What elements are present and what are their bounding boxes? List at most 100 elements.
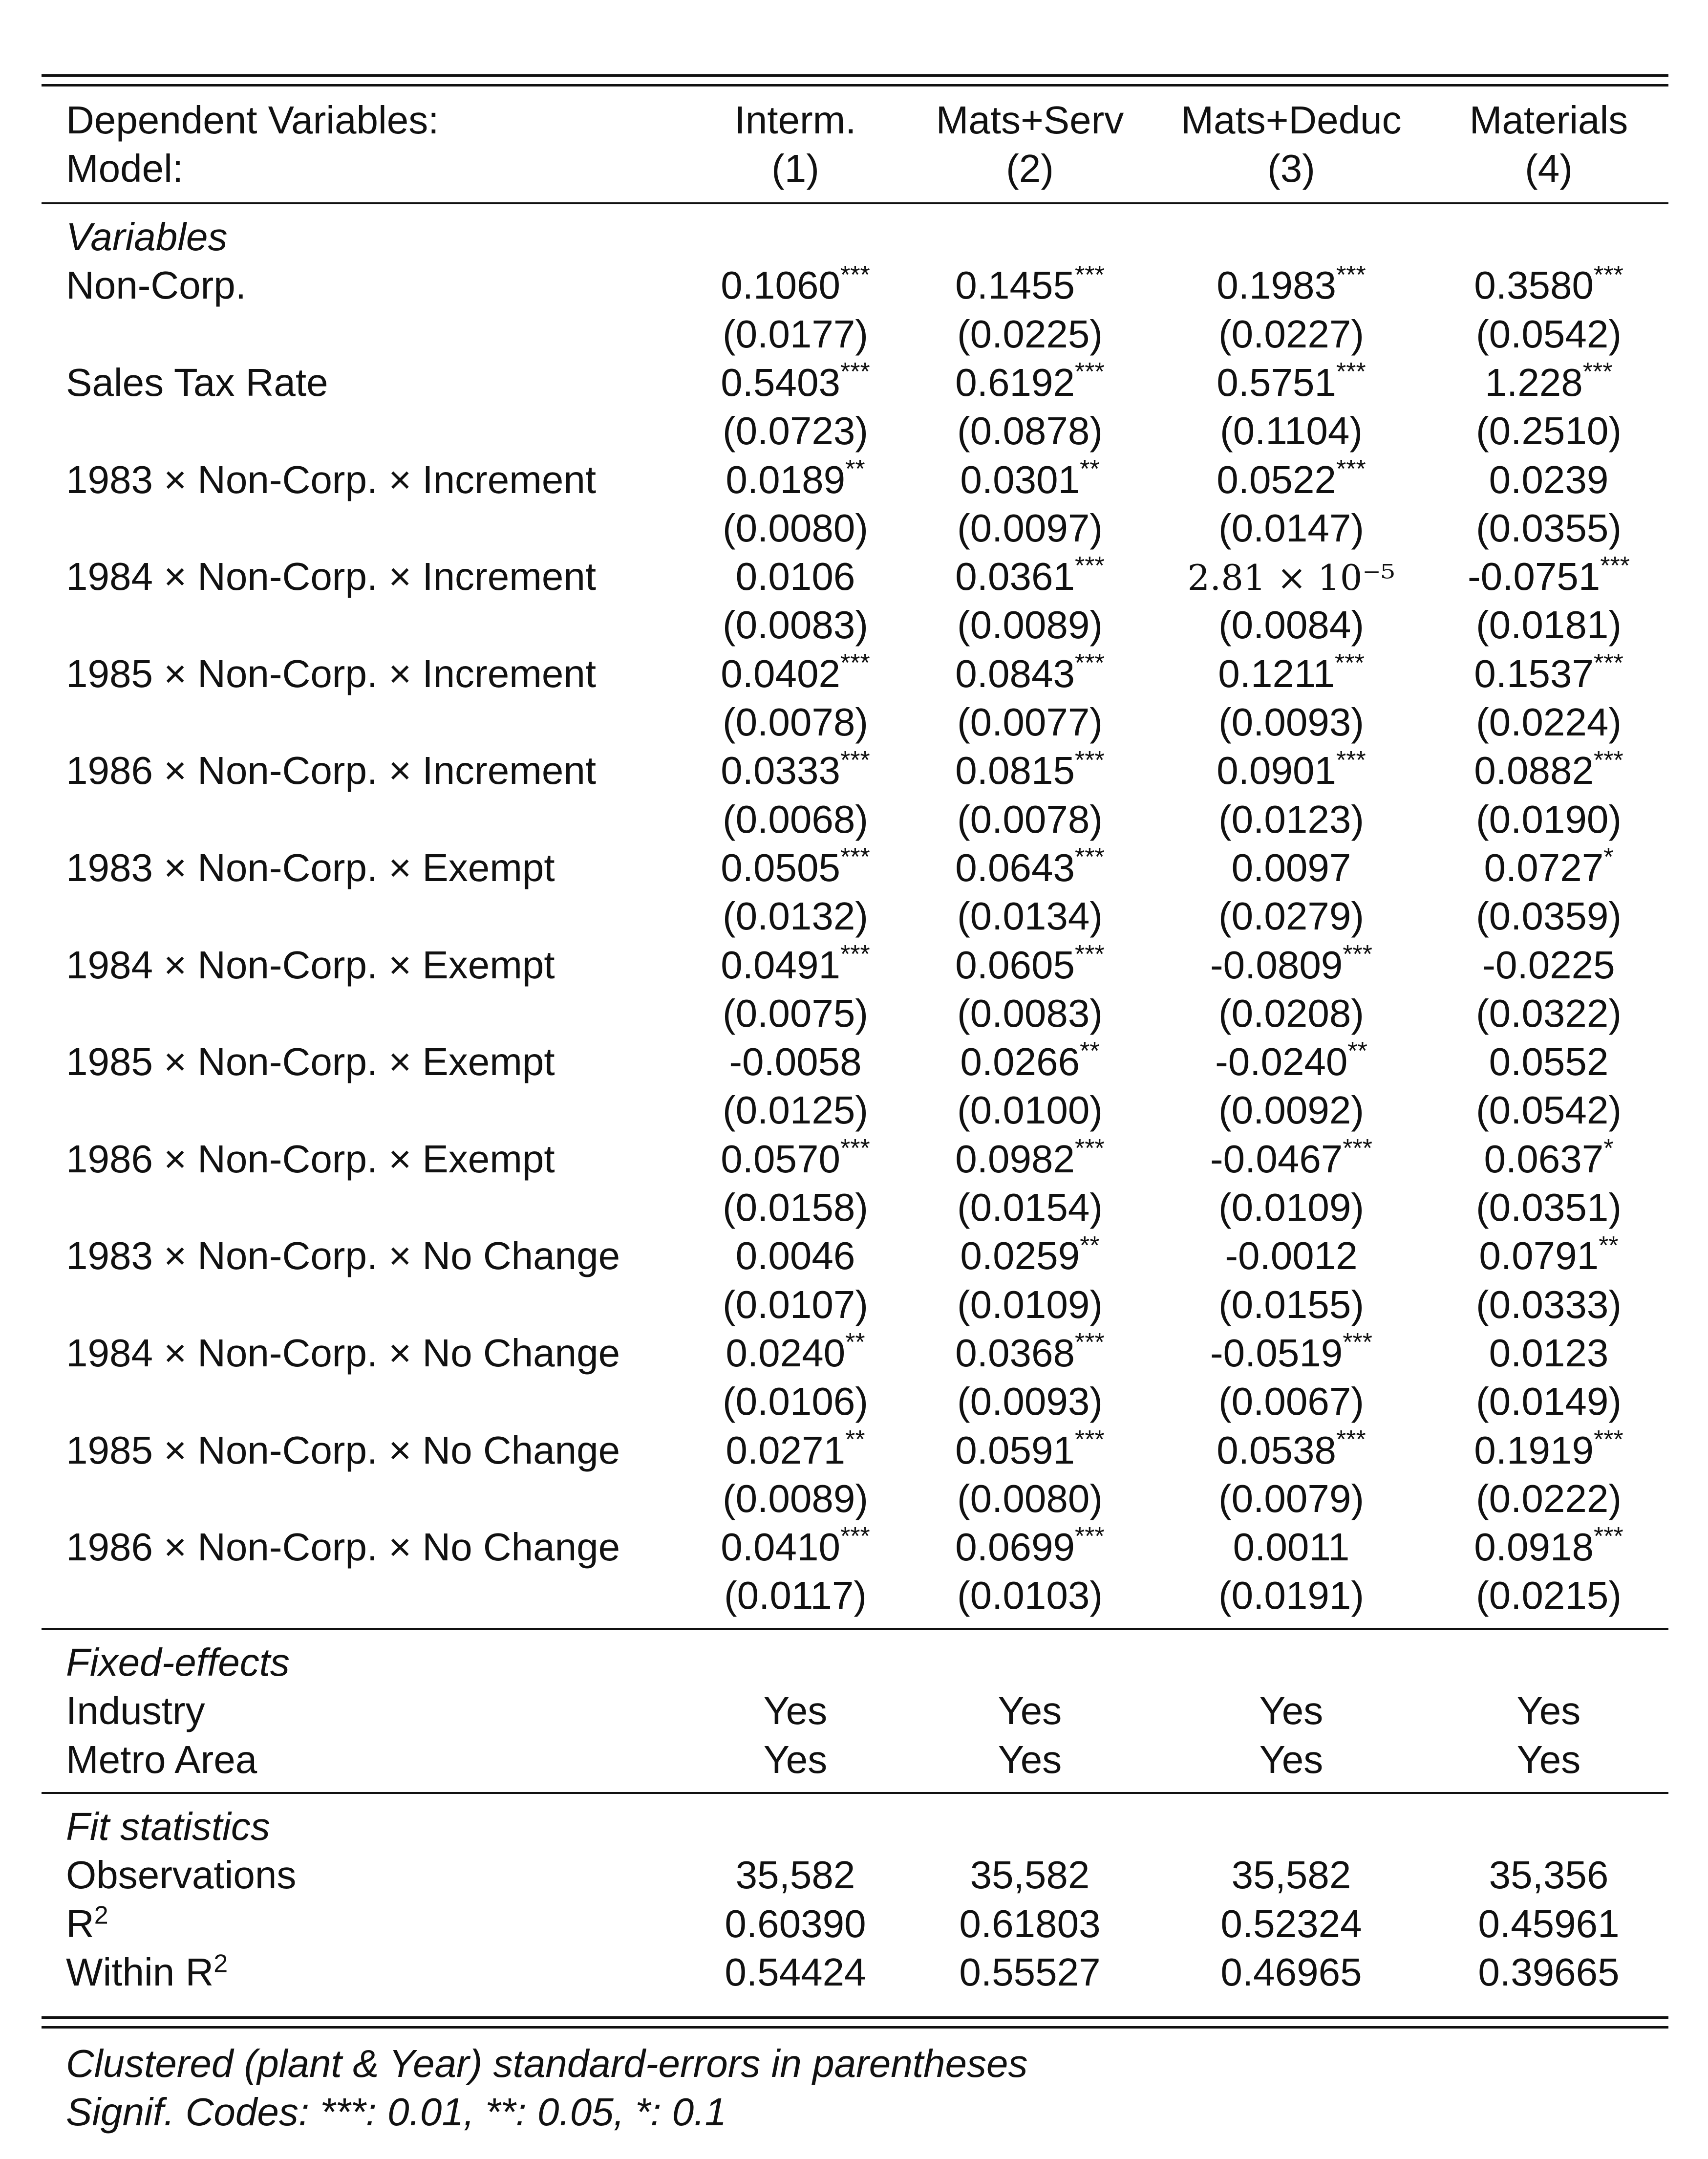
coef-value: 0.0505	[721, 845, 840, 889]
standard-error: (0.0134)	[957, 894, 1103, 938]
standard-error: (0.0155)	[1218, 1282, 1364, 1326]
variable-label: 1984 × Non-Corp. × No Change	[66, 1331, 620, 1375]
fixed-effect-value: Yes	[1259, 1737, 1324, 1781]
coef-row: 1985 × Non-Corp. × Increment 0.0402*** 0.0…	[0, 649, 1708, 698]
fit-statistic-row: Within R2 0.54424 0.55527 0.46965 0.39665	[0, 1948, 1708, 1996]
significance-stars: **	[845, 454, 865, 483]
coefficient: -0.0809***	[1169, 941, 1413, 989]
fit-statistic-label: Observations	[66, 1851, 296, 1899]
coef-value: -0.0467	[1210, 1137, 1343, 1181]
standard-error: (0.0878)	[957, 409, 1103, 453]
coefficient: 2.81 × 10⁻⁵	[1169, 552, 1413, 602]
coef-value: -0.0751	[1467, 555, 1601, 599]
standard-error: (0.0077)	[957, 700, 1103, 744]
coef-value: -0.0240	[1215, 1040, 1348, 1084]
significance-stars: ***	[1074, 260, 1105, 289]
fit-statistic-value: 35,356	[1489, 1853, 1609, 1897]
coefficient: 0.0552	[1427, 1037, 1671, 1086]
coefficient: 0.0699***	[908, 1523, 1152, 1571]
standard-error: (0.0107)	[723, 1282, 868, 1326]
fit-statistic-value: 35,582	[970, 1853, 1090, 1897]
standard-error: (0.0109)	[1218, 1186, 1364, 1229]
standard-error: (0.0542)	[1476, 312, 1622, 356]
fit-statistic-value: 0.52324	[1220, 1901, 1362, 1945]
significance-stars: ***	[840, 940, 870, 969]
fixed-effect-value: Yes	[1516, 1737, 1581, 1781]
coefficient: 0.0643***	[908, 843, 1152, 892]
variable-label: 1985 × Non-Corp. × Increment	[66, 651, 597, 695]
significance-stars: ***	[1336, 1425, 1366, 1454]
section-fit-statistics: Fit statistics	[0, 1802, 1708, 1851]
coef-row: 1983 × Non-Corp. × No Change 0.0046 0.0259…	[0, 1231, 1708, 1280]
coefficient: -0.0519***	[1169, 1329, 1413, 1377]
variable-label: 1984 × Non-Corp. × Exempt	[66, 943, 555, 987]
standard-error: (0.0191)	[1218, 1574, 1364, 1618]
coef-row: 1983 × Non-Corp. × Exempt 0.0505*** 0.0643…	[0, 843, 1708, 892]
significance-stars: **	[1347, 1037, 1367, 1066]
coef-value: 0.0491	[721, 943, 840, 987]
section-title: Fit statistics	[66, 1805, 270, 1848]
significance-stars: ***	[1593, 649, 1623, 678]
table-note: Clustered (plant & Year) standard-errors…	[66, 2042, 1028, 2085]
coef-value: 0.6192	[955, 360, 1075, 404]
significance-stars: ***	[1593, 1425, 1623, 1454]
column-header: Materials	[1469, 98, 1628, 142]
coefficient: 0.0271**	[673, 1426, 918, 1474]
coef-value: 0.0791	[1479, 1234, 1599, 1278]
coef-value: 0.0106	[735, 555, 855, 599]
standard-error: (0.0103)	[957, 1574, 1103, 1618]
standard-error: (0.0083)	[723, 603, 868, 647]
coefficient: 0.0637*	[1427, 1135, 1671, 1183]
coef-value: 0.0538	[1217, 1428, 1336, 1472]
coefficient: 1.228***	[1427, 358, 1671, 407]
significance-stars: ***	[1593, 1522, 1623, 1551]
fixed-effect-row: Metro Area Yes Yes Yes Yes	[0, 1735, 1708, 1784]
se-row: (0.0723) (0.0878) (0.1104) (0.2510)	[0, 407, 1708, 455]
se-row: (0.0080) (0.0097) (0.0147) (0.0355)	[0, 504, 1708, 552]
coefficient: 0.0882***	[1427, 746, 1671, 795]
se-row: (0.0125) (0.0100) (0.0092) (0.0542)	[0, 1086, 1708, 1134]
fit-statistic-value: 0.55527	[959, 1950, 1101, 1994]
standard-error: (0.0177)	[723, 312, 868, 356]
model-label: Model:	[66, 147, 184, 191]
coef-value: 0.0402	[721, 651, 840, 695]
coef-value: 0.0605	[955, 943, 1075, 987]
coef-value: 0.0637	[1484, 1137, 1604, 1181]
coef-value: 0.0982	[955, 1137, 1075, 1181]
coefficient: 0.0189**	[673, 455, 918, 504]
standard-error: (0.0083)	[957, 991, 1103, 1035]
se-row: (0.0177) (0.0225) (0.0227) (0.0542)	[0, 310, 1708, 358]
standard-error: (0.0080)	[957, 1476, 1103, 1520]
standard-error: (0.0089)	[723, 1476, 868, 1520]
coef-row: 1985 × Non-Corp. × Exempt -0.0058 0.0266**…	[0, 1037, 1708, 1086]
coef-value: -0.0012	[1225, 1234, 1358, 1278]
se-row: (0.0132) (0.0134) (0.0279) (0.0359)	[0, 892, 1708, 940]
model-number: (1)	[771, 147, 819, 191]
section-variables: Variables	[0, 213, 1708, 261]
standard-error: (0.0222)	[1476, 1476, 1622, 1520]
coef-row: 1986 × Non-Corp. × Increment 0.0333*** 0.0…	[0, 746, 1708, 795]
significance-stars: ***	[1336, 454, 1366, 483]
standard-error: (0.0079)	[1218, 1476, 1364, 1520]
variable-label: 1985 × Non-Corp. × Exempt	[66, 1040, 555, 1084]
coefficient: 0.0368***	[908, 1329, 1152, 1377]
coef-value: 0.1211	[1218, 651, 1335, 695]
top-rule-inner	[42, 84, 1668, 86]
header-row-dependent: Dependent Variables: Interm. Mats+Serv Mats…	[0, 96, 1708, 144]
coefficient: 0.0046	[673, 1231, 918, 1280]
standard-error: (0.0322)	[1476, 991, 1622, 1035]
fixed-effect-value: Yes	[998, 1689, 1062, 1733]
coefficient: 0.0591***	[908, 1426, 1152, 1474]
coef-value: 0.0271	[726, 1428, 846, 1472]
model-number: (2)	[1006, 147, 1054, 191]
standard-error: (0.0078)	[723, 700, 868, 744]
fit-statistic-name: Observations	[66, 1853, 297, 1897]
standard-error: (0.0158)	[723, 1186, 868, 1229]
coef-value: 0.0046	[735, 1234, 855, 1278]
column-header: Mats+Serv	[936, 98, 1124, 142]
significance-stars: ***	[1336, 746, 1366, 775]
coef-value: 0.0410	[721, 1525, 840, 1569]
variable-label: 1986 × Non-Corp. × Increment	[66, 749, 597, 793]
coefficient: 0.0791**	[1427, 1231, 1671, 1280]
standard-error: (0.0208)	[1218, 991, 1364, 1035]
